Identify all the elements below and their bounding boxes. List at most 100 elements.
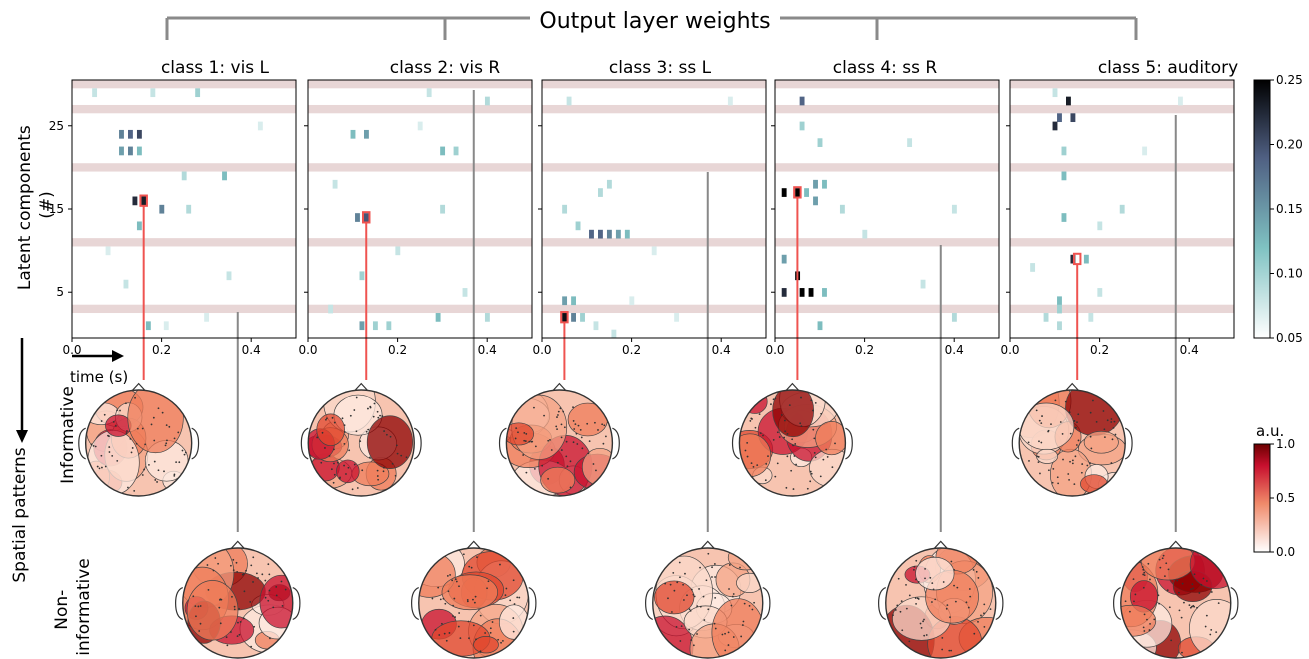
sensor-dot	[810, 472, 813, 475]
sensor-dot	[1143, 571, 1146, 574]
topomap-contour	[366, 415, 414, 470]
sensor-dot	[229, 564, 232, 567]
sensor-dot	[250, 645, 253, 648]
sensor-dot	[383, 466, 385, 469]
sensor-dot	[714, 576, 716, 578]
sensor-dot	[772, 398, 775, 401]
panel-title: class 5: auditory	[1098, 58, 1238, 78]
weight-cell	[159, 204, 165, 214]
excluded-component-band	[775, 238, 999, 247]
sensor-dot	[819, 475, 822, 478]
sensor-dot	[965, 601, 968, 604]
pattern-colorbar-label: a.u.	[1256, 422, 1284, 440]
time-arrow	[72, 350, 124, 362]
sensor-dot	[509, 599, 512, 602]
topomap-contour	[473, 636, 499, 654]
sensor-dot	[770, 403, 772, 406]
sensor-dot	[1189, 606, 1192, 609]
sensor-dot	[563, 426, 566, 429]
sensor-dot	[453, 597, 456, 600]
sensor-dot	[1036, 455, 1039, 458]
sensor-dot	[528, 440, 531, 443]
sensor-dot	[574, 423, 577, 426]
sensor-dot	[153, 439, 156, 442]
sensor-dot	[1198, 592, 1201, 594]
weight-cell	[359, 271, 365, 281]
sensor-dot	[1028, 460, 1030, 462]
sensor-dot	[1209, 633, 1212, 636]
sensor-dot	[445, 639, 448, 642]
sensor-dot	[780, 413, 783, 416]
head-ear	[175, 587, 184, 621]
sensor-dot	[1193, 573, 1196, 576]
sensor-dot	[810, 399, 813, 402]
sensor-dot	[702, 595, 705, 598]
sensor-dot	[379, 414, 381, 417]
sensor-dot	[183, 453, 186, 456]
sensor-dot	[359, 440, 362, 443]
weight-cell	[598, 188, 603, 197]
sensor-dot	[255, 572, 258, 575]
sensor-dot	[1170, 639, 1173, 642]
sensor-dot	[915, 602, 917, 605]
sensor-dot	[669, 583, 672, 586]
sensor-dot	[547, 439, 550, 442]
sensor-dot	[1204, 625, 1207, 628]
sensor-dot	[1188, 604, 1191, 607]
sensor-dot	[235, 561, 238, 564]
sensor-dot	[1047, 430, 1050, 433]
sensor-dot	[452, 615, 454, 617]
sensor-dot	[917, 598, 920, 600]
noninformative-topomap	[645, 540, 771, 659]
head-ear	[878, 587, 887, 621]
sensor-dot	[783, 419, 786, 422]
sensor-dot	[731, 595, 734, 598]
head-ear	[413, 427, 422, 460]
sensor-dot	[783, 436, 786, 439]
head-ear	[191, 427, 200, 460]
sensor-dot	[945, 607, 948, 610]
informative-topomap	[78, 382, 200, 497]
weight-cell	[453, 146, 459, 156]
x-tick-label: 0.2	[855, 343, 874, 357]
sensor-dot	[154, 479, 157, 481]
sensor-dot	[1143, 630, 1146, 632]
sensor-dot	[166, 439, 168, 442]
pattern-colorbar-tick-label: 0.0	[1276, 545, 1295, 559]
sensor-dot	[144, 443, 147, 446]
sensor-dot	[1052, 467, 1055, 470]
sensor-dot	[594, 421, 596, 424]
weight-cell	[484, 96, 490, 106]
weights-colorbar-tick-label: 0.20	[1276, 138, 1303, 152]
sensor-dot	[557, 414, 559, 416]
topomap-field	[885, 548, 996, 658]
sensor-dot	[724, 632, 726, 635]
sensor-dot	[504, 594, 507, 597]
sensor-dot	[920, 626, 923, 629]
sensor-dot	[440, 622, 443, 625]
sensor-dot	[454, 578, 457, 581]
sensor-dot	[1089, 411, 1092, 414]
head-outline	[738, 389, 847, 497]
sensor-dot	[595, 469, 597, 472]
sensor-dot	[586, 422, 589, 425]
sensor-dot	[1176, 579, 1179, 582]
sensor-dot	[457, 625, 460, 628]
sensor-dot	[919, 622, 922, 625]
sensor-dot	[381, 415, 384, 417]
sensor-dot	[696, 605, 699, 607]
sensor-dot	[173, 473, 176, 476]
excluded-component-band	[308, 104, 532, 114]
sensor-dot	[232, 569, 235, 572]
sensor-dot	[683, 599, 685, 601]
weight-cell	[1088, 313, 1094, 322]
weight-cell	[92, 88, 98, 98]
weights-colorbar-gradient	[1253, 79, 1271, 339]
head-ear	[1124, 427, 1133, 460]
sensor-dot	[148, 464, 150, 466]
sensor-dot	[1061, 433, 1064, 435]
sensor-dot	[382, 470, 385, 473]
sensor-dot	[500, 641, 502, 644]
topomap-contour	[727, 548, 763, 571]
sensor-dot	[1133, 600, 1135, 603]
